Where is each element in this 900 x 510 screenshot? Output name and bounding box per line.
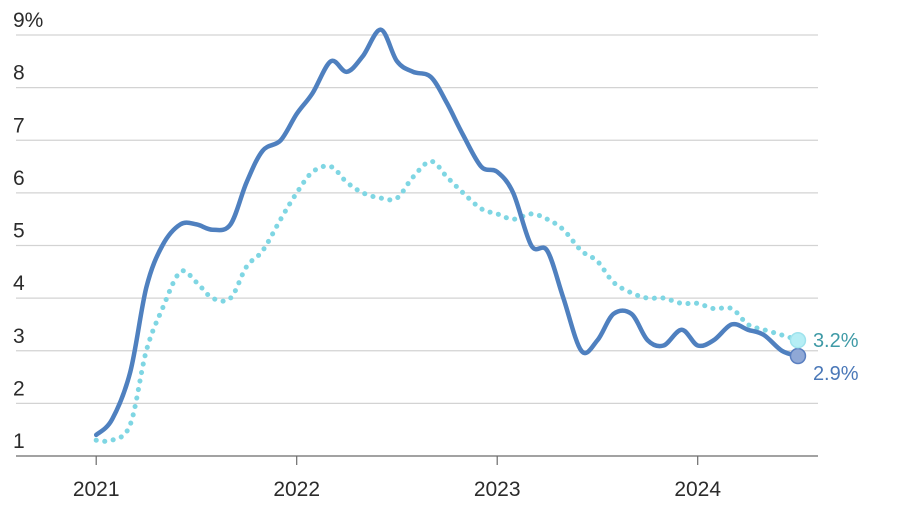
gridlines [16, 34, 818, 404]
series-lines [93, 27, 801, 444]
end-label-solid: 2.9% [813, 363, 859, 385]
x-tick-label: 2023 [474, 478, 521, 501]
x-tick-label: 2022 [273, 478, 320, 501]
y-tick-label: 2 [13, 377, 25, 400]
series-line-dotted [93, 158, 801, 444]
x-tick-label: 2021 [73, 478, 120, 501]
end-marker-solid [789, 347, 807, 365]
y-tick-label: 8 [13, 62, 25, 85]
x-tick-label: 2024 [674, 478, 721, 501]
y-tick-labels: 1 2 3 4 5 6 7 8 9% [13, 9, 43, 453]
y-tick-label: 9% [13, 9, 43, 32]
end-markers: 2.9% 3.2% [789, 330, 859, 385]
y-tick-label: 1 [13, 430, 25, 453]
y-tick-label: 4 [13, 272, 25, 295]
y-tick-label: 3 [13, 325, 25, 348]
x-tick-labels: 2021 2022 2023 2024 [73, 478, 722, 501]
y-tick-label: 6 [13, 167, 25, 190]
x-axis [16, 455, 818, 465]
series-line-solid [93, 27, 801, 438]
end-marker-dotted [789, 331, 807, 349]
y-tick-label: 5 [13, 220, 25, 243]
y-tick-label: 7 [13, 114, 25, 137]
end-label-dotted: 3.2% [813, 330, 859, 352]
